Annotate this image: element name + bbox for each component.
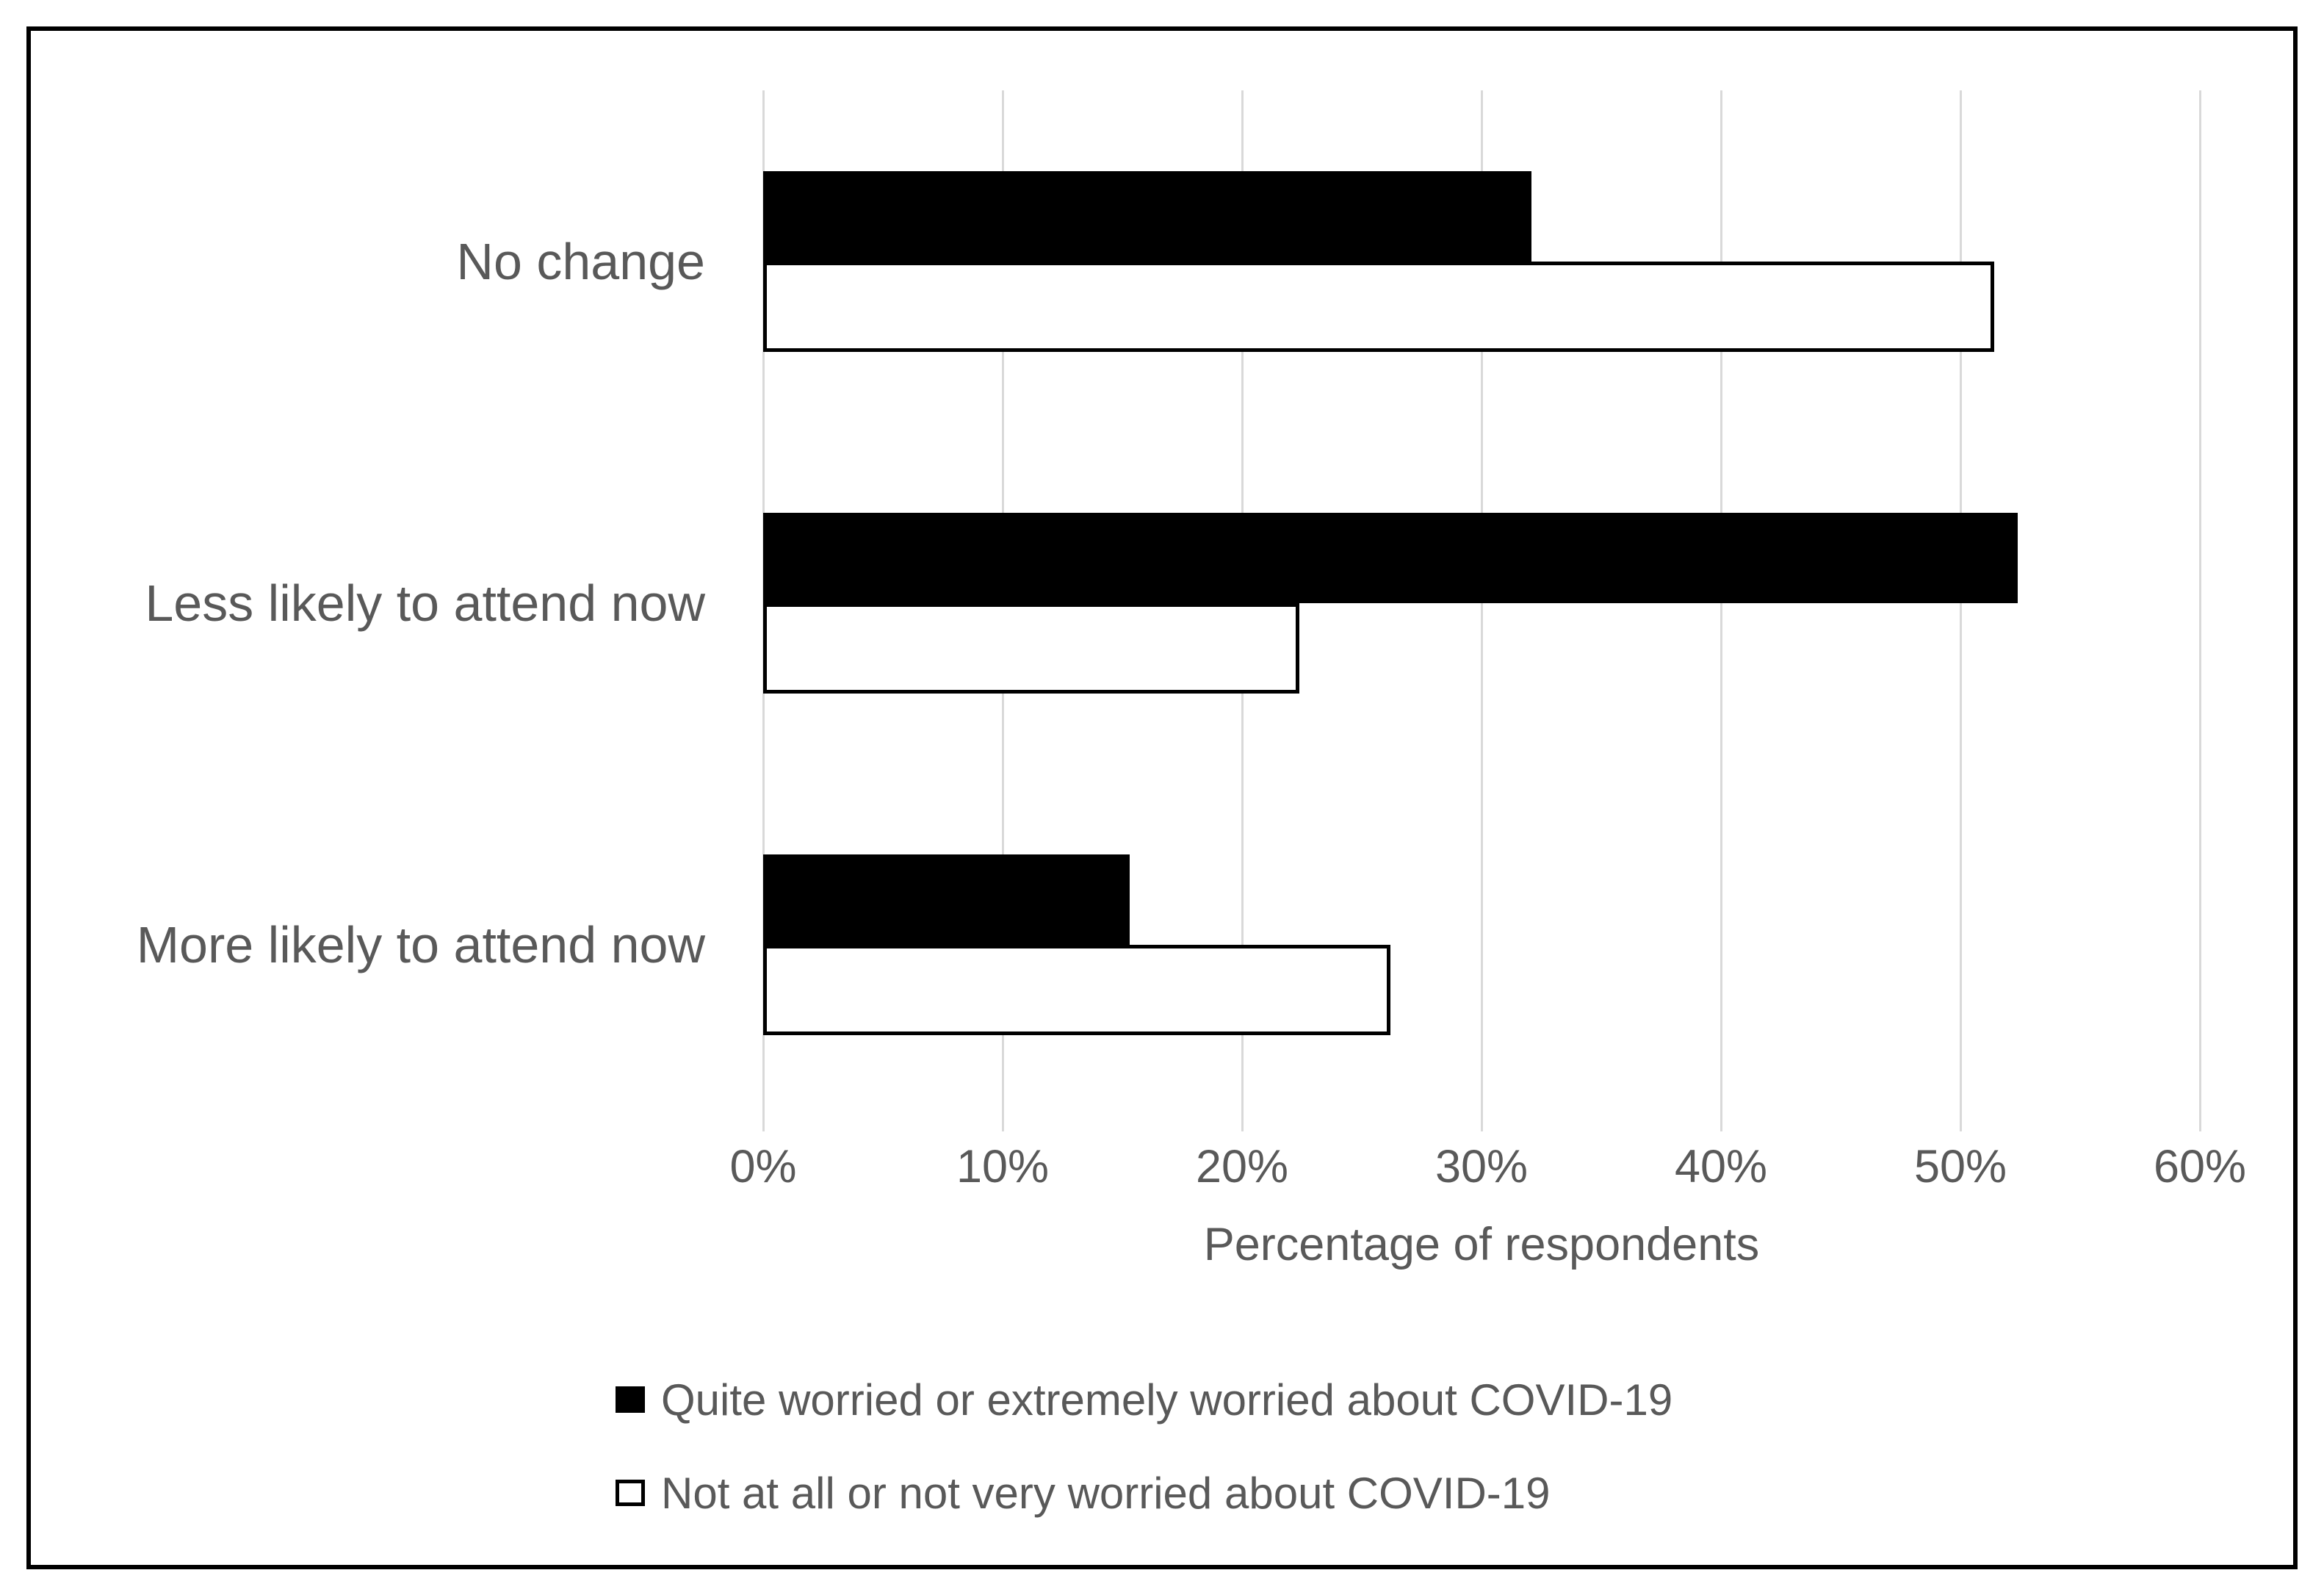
bar-series-1-category-2: [763, 945, 1390, 1035]
category-label: More likely to attend now: [136, 916, 705, 973]
x-tick-label: 50%: [1913, 1141, 2007, 1192]
x-axis-title: Percentage of respondents: [1203, 1219, 1760, 1270]
bar-series-0-category-2: [763, 854, 1130, 945]
legend-label: Not at all or not very worried about COV…: [661, 1468, 1551, 1518]
plot-area: [762, 90, 2207, 1131]
category-label: No change: [456, 233, 705, 290]
bar-series-1-category-0: [763, 262, 1994, 352]
bar-series-1-category-1: [763, 603, 1299, 694]
bar-series-0-category-0: [763, 171, 1531, 262]
x-tick-label: 40%: [1674, 1141, 1768, 1192]
axis-tick-mark: [1720, 1115, 1722, 1131]
axis-tick-mark: [1960, 1115, 1962, 1131]
category-label: Less likely to attend now: [145, 575, 705, 632]
legend-item: Not at all or not very worried about COV…: [616, 1461, 1551, 1524]
axis-tick-mark: [762, 1115, 765, 1131]
bar-series-0-category-1: [763, 513, 2018, 603]
x-tick-label: 30%: [1435, 1141, 1529, 1192]
axis-tick-mark: [1481, 1115, 1483, 1131]
legend-swatch-icon: [616, 1480, 645, 1506]
legend-swatch-icon: [616, 1386, 645, 1413]
x-tick-label: 10%: [956, 1141, 1050, 1192]
axis-tick-mark: [1002, 1115, 1004, 1131]
x-tick-label: 0%: [729, 1141, 797, 1192]
x-tick-label: 60%: [2153, 1141, 2247, 1192]
axis-tick-mark: [2199, 1115, 2201, 1131]
legend-label: Quite worried or extremely worried about…: [661, 1375, 1673, 1425]
legend-item: Quite worried or extremely worried about…: [616, 1368, 1672, 1431]
x-tick-label: 20%: [1195, 1141, 1289, 1192]
axis-tick-mark: [1241, 1115, 1244, 1131]
gridline: [2199, 90, 2201, 1115]
